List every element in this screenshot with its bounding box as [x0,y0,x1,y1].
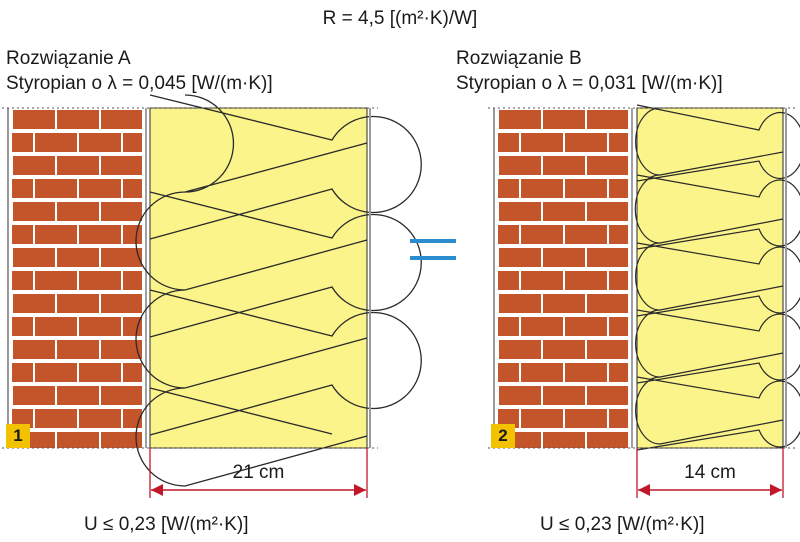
wall-a-insulation-symbol-left [135,94,368,487]
wall-b [493,104,800,451]
solution-b-thickness-label: 14 cm [684,462,736,483]
solution-a-u-value: U ≤ 0,23 [W/(m²·K)] [84,514,249,535]
solution-a-thickness-label: 21 cm [232,462,285,483]
solution-b-badge: 2 [491,424,515,448]
wall-a-insulation-symbol [149,94,422,436]
solution-b-material: Styropian o λ = 0,031 [W/(m·K)] [456,73,723,94]
formula-title: R = 4,5 [(m²·K)/W] [322,8,478,29]
wall-a [7,94,422,487]
solution-b-title: Rozwiązanie B [456,48,582,69]
dimension-b [636,448,784,498]
wall-b-insulation-symbol-left [634,107,784,445]
equals-sign [410,239,456,260]
solution-b-u-value: U ≤ 0,23 [W/(m²·K)] [540,514,705,535]
solution-a-material: Styropian o λ = 0,045 [W/(m·K)] [6,73,273,94]
solution-a-title: Rozwiązanie A [6,48,131,69]
dimension-a [149,448,368,498]
wall-a-insulation-layer [149,107,368,449]
solution-a-badge: 1 [6,424,30,448]
wall-b-brick-layer [498,108,628,448]
wall-a-brick-layer [12,108,142,448]
wall-b-insulation-layer [636,107,784,449]
